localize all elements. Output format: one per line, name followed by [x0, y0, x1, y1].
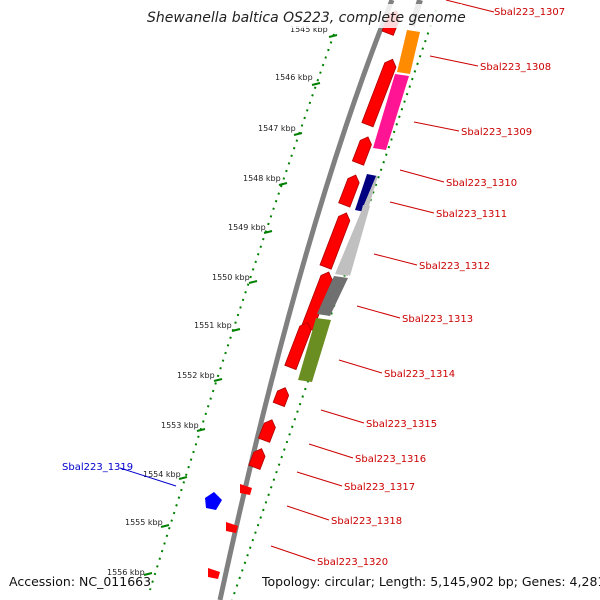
gene-label[interactable]: Sbal223_1311: [436, 209, 507, 220]
gene-leader-line: [286, 505, 330, 521]
tick-marks: 1545 kbp 1546 kbp 1547 kbp 1548 kbp 1549 kbp…: [107, 25, 338, 577]
map-title: Shewanella baltica OS223, complete genom…: [147, 10, 466, 26]
gene-leader-line: [270, 545, 316, 562]
gene-fragment: [226, 522, 238, 533]
gene-fragment: [208, 568, 220, 579]
cog-block: [355, 174, 377, 212]
tick-mark: [263, 230, 273, 234]
gene-arrow: [351, 136, 372, 166]
tick-label: 1545 kbp: [290, 25, 328, 34]
gene-arrow: [361, 58, 397, 128]
gene-label[interactable]: Sbal223_1307: [494, 7, 565, 18]
tick-mark: [178, 476, 188, 480]
gene-fragment: [240, 484, 252, 495]
tick-label: 1552 kbp: [177, 371, 215, 380]
tick-label: 1553 kbp: [161, 421, 199, 430]
topology-text: Topology: circular; Length: 5,145,902 bp…: [261, 574, 600, 589]
tick-label: 1550 kbp: [212, 273, 250, 282]
cog-block: [373, 74, 409, 150]
gene-leader-line: [320, 409, 365, 424]
gene-label[interactable]: Sbal223_1315: [366, 419, 437, 430]
gene-arrow: [338, 174, 360, 208]
tick-mark: [293, 132, 303, 136]
tick-label: 1551 kbp: [194, 321, 232, 330]
tick-mark: [278, 182, 288, 186]
tick-mark: [143, 572, 153, 576]
tick-label: 1548 kbp: [243, 174, 281, 183]
gene-label[interactable]: Sbal223_1319: [62, 462, 133, 473]
gene-leader-line: [445, 0, 495, 13]
cog-block: [397, 30, 420, 74]
tick-mark: [231, 328, 241, 332]
gene-leader-line: [429, 55, 479, 67]
gene-features: [205, 10, 420, 579]
tick-label: 1549 kbp: [228, 223, 266, 232]
gene-label[interactable]: Sbal223_1312: [419, 261, 490, 272]
gene-leader-line: [413, 121, 460, 132]
gene-labels: Sbal223_1307 Sbal223_1308 Sbal223_1309 Sbal…: [62, 0, 565, 568]
gene-leader-line: [373, 253, 418, 266]
gene-leader-line: [356, 305, 401, 319]
gene-label[interactable]: Sbal223_1314: [384, 369, 455, 380]
gene-label[interactable]: Sbal223_1308: [480, 62, 551, 73]
tick-mark: [160, 524, 170, 528]
cog-block: [298, 318, 331, 382]
tick-mark: [213, 378, 223, 382]
gene-leader-line: [338, 359, 383, 374]
gene-arrow: [257, 419, 276, 443]
gene-arrow: [319, 212, 351, 270]
cog-block: [317, 276, 348, 316]
tick-mark: [328, 34, 338, 38]
gene-leader-line: [296, 471, 343, 487]
tick-mark: [248, 280, 258, 284]
gene-label[interactable]: Sbal223_1316: [355, 454, 426, 465]
gene-leader-line: [399, 169, 445, 183]
backbone-outer: [217, 0, 395, 600]
tick-label: 1546 kbp: [275, 73, 313, 82]
tick-label: 1556 kbp: [107, 568, 145, 577]
gene-label[interactable]: Sbal223_1309: [461, 127, 532, 138]
gene-label[interactable]: Sbal223_1318: [331, 516, 402, 527]
tick-mark: [311, 82, 321, 86]
accession-text: Accession: NC_011663: [9, 574, 151, 589]
gene-arrow: [284, 322, 312, 371]
cog-block: [345, 205, 370, 276]
gene-label[interactable]: Sbal223_1313: [402, 314, 473, 325]
tick-label: 1554 kbp: [143, 470, 181, 479]
gene-arrow-blue: [205, 492, 222, 510]
cog-block: [335, 176, 378, 276]
tick-label: 1555 kbp: [125, 518, 163, 527]
title-backdrop: [140, 4, 462, 28]
gene-leader-line: [308, 443, 354, 459]
gene-label[interactable]: Sbal223_1320: [317, 557, 388, 568]
tick-label: 1547 kbp: [258, 124, 296, 133]
gene-leader-line: [389, 201, 435, 214]
gene-leader-line: [119, 467, 177, 487]
gene-label[interactable]: Sbal223_1317: [344, 482, 415, 493]
gene-arrow: [248, 448, 266, 471]
gene-label[interactable]: Sbal223_1310: [446, 178, 517, 189]
gene-arrow: [272, 387, 290, 408]
tick-mark: [196, 428, 206, 432]
